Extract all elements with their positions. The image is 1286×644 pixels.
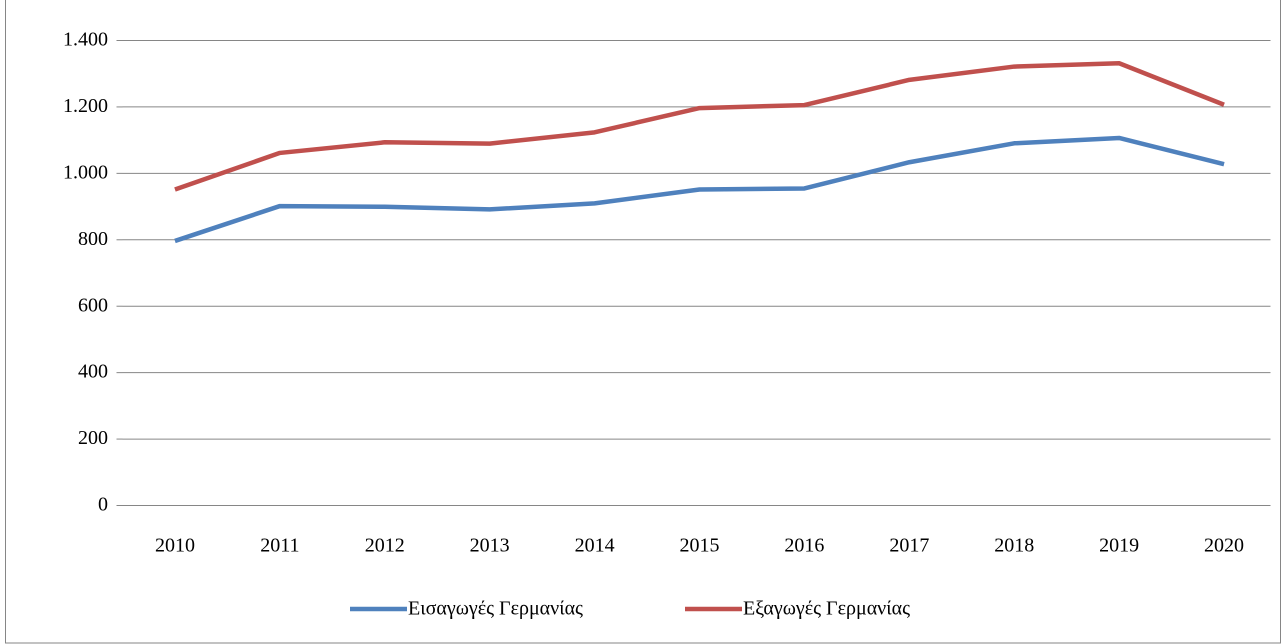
y-tick-label: 800 <box>78 228 108 250</box>
x-tick-label: 2014 <box>575 535 615 557</box>
y-tick-label: 1.200 <box>63 95 108 117</box>
y-tick-label: 1.000 <box>63 161 108 183</box>
x-tick-label: 2018 <box>994 535 1034 557</box>
y-tick-label: 0 <box>98 494 108 516</box>
x-tick-label: 2019 <box>1099 535 1139 557</box>
x-tick-label: 2020 <box>1204 535 1244 557</box>
x-tick-label: 2015 <box>680 535 720 557</box>
x-tick-label: 2013 <box>470 535 510 557</box>
x-tick-label: 2017 <box>889 535 929 557</box>
y-tick-label: 200 <box>78 427 108 449</box>
y-tick-label: 600 <box>78 294 108 316</box>
legend-label: Εισαγωγές Γερμανίας <box>408 598 583 620</box>
x-tick-label: 2010 <box>155 535 195 557</box>
x-tick-label: 2011 <box>260 535 299 557</box>
chart-frame <box>5 0 1281 644</box>
legend-label: Εξαγωγές Γερμανίας <box>743 598 910 620</box>
x-tick-label: 2012 <box>365 535 405 557</box>
y-tick-label: 400 <box>78 361 108 383</box>
y-tick-label: 1.400 <box>63 29 108 51</box>
line-series <box>174 135 1225 244</box>
x-tick-label: 2016 <box>784 535 824 557</box>
line-series <box>174 61 1225 192</box>
